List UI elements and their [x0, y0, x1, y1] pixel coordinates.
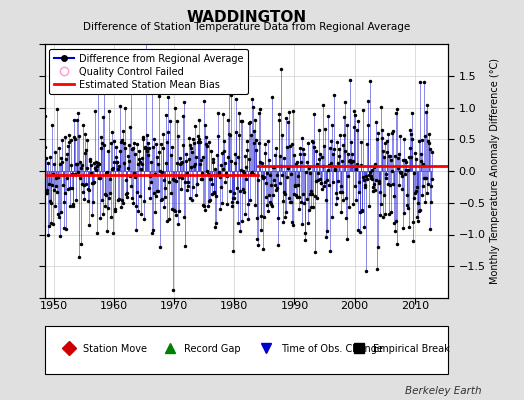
Text: WADDINGTON: WADDINGTON [186, 10, 307, 25]
Text: Empirical Break: Empirical Break [374, 344, 450, 354]
Legend: Difference from Regional Average, Quality Control Failed, Estimated Station Mean: Difference from Regional Average, Qualit… [49, 49, 248, 94]
Text: Record Gap: Record Gap [184, 344, 241, 354]
Text: 1980: 1980 [220, 301, 248, 311]
Text: Berkeley Earth: Berkeley Earth [406, 386, 482, 396]
Text: 2010: 2010 [401, 301, 429, 311]
Text: 1970: 1970 [160, 301, 188, 311]
Text: 1990: 1990 [280, 301, 309, 311]
Text: 1950: 1950 [39, 301, 68, 311]
FancyBboxPatch shape [45, 326, 448, 374]
Text: 1960: 1960 [100, 301, 128, 311]
Y-axis label: Monthly Temperature Anomaly Difference (°C): Monthly Temperature Anomaly Difference (… [489, 58, 499, 284]
Text: 2000: 2000 [341, 301, 369, 311]
Text: Station Move: Station Move [83, 344, 147, 354]
Text: Difference of Station Temperature Data from Regional Average: Difference of Station Temperature Data f… [83, 22, 410, 32]
Text: Time of Obs. Change: Time of Obs. Change [280, 344, 383, 354]
